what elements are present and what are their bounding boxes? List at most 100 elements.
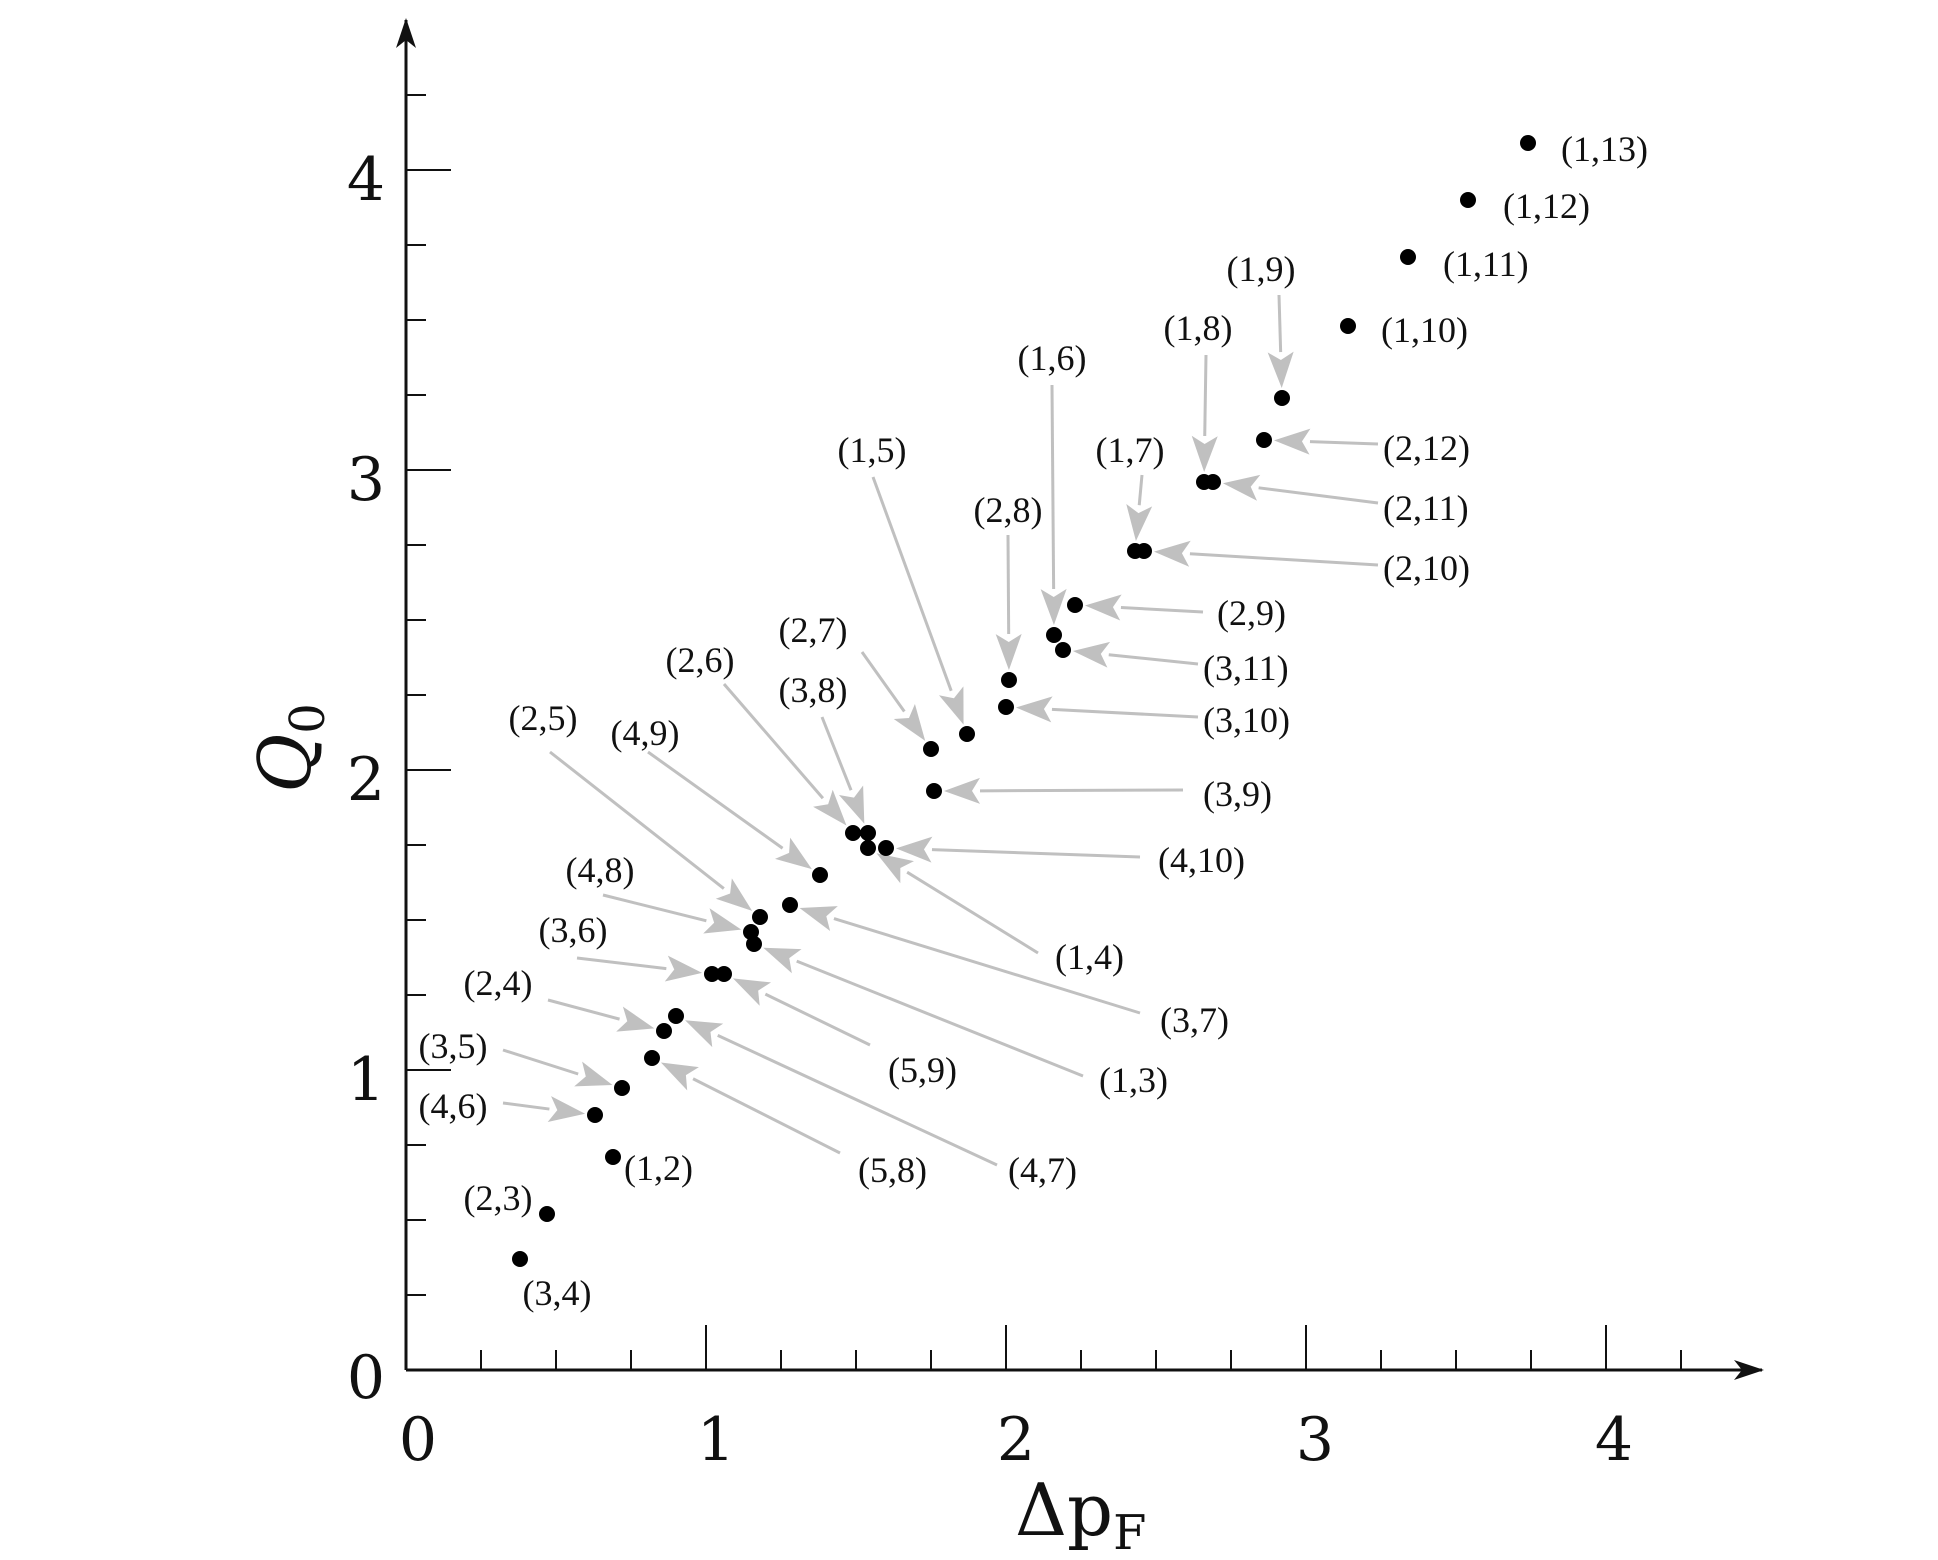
label-arrow-shaft (931, 848, 1141, 859)
point-label: (1,6) (1018, 338, 1087, 378)
point-labels: (1,13) (1,12) (1,11) (1,10) (1,9) (2,12) (1,8)… (419, 129, 1648, 1313)
label-arrow-shaft (979, 788, 1184, 793)
data-point (743, 924, 759, 940)
data-point (959, 726, 975, 742)
x-axis-title-main: Δp (1015, 1468, 1113, 1552)
label-arrow-head (547, 1096, 586, 1122)
data-point (812, 867, 828, 883)
point-label: (5,9) (888, 1050, 957, 1090)
point-label: (3,9) (1203, 774, 1272, 814)
point-label: (2,8) (974, 490, 1043, 530)
label-arrow-shaft (549, 750, 725, 890)
data-point (1460, 192, 1476, 208)
label-arrow-head (1273, 428, 1311, 455)
y-tick-label: 1 (347, 1045, 385, 1115)
point-label: (1,4) (1055, 937, 1124, 977)
label-arrow-shaft (1006, 534, 1011, 635)
label-arrow-head (813, 789, 847, 826)
label-arrow-shaft (722, 683, 825, 800)
label-arrow-head (685, 1020, 724, 1048)
x-tick-label: 0 (399, 1405, 437, 1475)
point-label: (1,12) (1503, 186, 1590, 226)
data-point (860, 825, 876, 841)
label-arrow-head (995, 633, 1022, 671)
x-tick-label: 3 (1296, 1405, 1334, 1475)
data-point (752, 909, 768, 925)
y-tick-label: 0 (347, 1343, 385, 1413)
data-point (1520, 135, 1536, 151)
data-point (668, 1008, 684, 1024)
label-arrow-head (876, 853, 914, 884)
point-label: (2,9) (1217, 593, 1286, 633)
label-arrow-shaft (820, 716, 853, 791)
label-arrow-head (574, 1061, 613, 1087)
data-point (860, 840, 876, 856)
point-label: (1,2) (624, 1148, 693, 1188)
data-point (1256, 432, 1272, 448)
data-point (878, 840, 894, 856)
label-arrow-head (799, 906, 838, 931)
y-axis-title-subscript: 0 (280, 703, 336, 734)
point-label: (2,7) (779, 610, 848, 650)
point-label: (3,4) (523, 1273, 592, 1313)
label-arrow-head (1015, 696, 1053, 723)
data-point (998, 699, 1014, 715)
x-axis-title-subscript: F (1113, 1505, 1146, 1560)
data-point (1340, 318, 1356, 334)
point-label: (4,10) (1158, 840, 1245, 880)
label-arrow-shaft (717, 1034, 998, 1167)
label-arrow-head (1072, 641, 1111, 668)
point-label: (3,8) (779, 670, 848, 710)
point-label: (3,5) (419, 1026, 488, 1066)
data-point (1400, 249, 1416, 265)
label-arrow-shaft (1277, 294, 1283, 353)
label-arrow-shaft (502, 1048, 579, 1076)
point-label: (2,6) (666, 640, 735, 680)
data-point (1055, 642, 1071, 658)
label-arrow-shaft (1189, 552, 1379, 567)
point-label: (1,10) (1381, 310, 1468, 350)
point-label: (1,5) (838, 430, 907, 470)
label-arrow-shaft (1051, 707, 1199, 719)
label-arrow-head (1084, 594, 1122, 621)
point-label: (2,3) (464, 1178, 533, 1218)
y-axis-title: Q0 (243, 703, 336, 793)
label-arrow-head (938, 686, 964, 725)
point-label: (1,3) (1099, 1060, 1168, 1100)
data-point (746, 936, 762, 952)
y-axis-title-main: Q (243, 734, 327, 793)
label-arrow-shaft (1108, 653, 1199, 666)
point-label: (4,9) (611, 713, 680, 753)
label-arrow-head (1153, 540, 1191, 567)
label-arrows (502, 294, 1379, 1167)
data-point (587, 1107, 603, 1123)
label-arrow-head (616, 1006, 655, 1032)
point-label: (3,11) (1203, 648, 1289, 688)
data-point (1067, 597, 1083, 613)
ticks (406, 94, 1682, 1370)
label-arrow-head (1267, 351, 1294, 389)
label-arrow-shaft (1137, 474, 1144, 506)
data-point (644, 1050, 660, 1066)
point-label: (2,10) (1383, 548, 1470, 588)
label-arrow-head (664, 955, 703, 982)
label-arrow-shaft (647, 750, 784, 850)
data-point (716, 966, 732, 982)
x-tick-label: 1 (697, 1405, 735, 1475)
label-arrow-head (1222, 474, 1261, 501)
label-arrow-shaft (764, 992, 871, 1047)
label-arrow-shaft (1203, 354, 1208, 437)
label-arrow-head (775, 837, 812, 870)
point-label: (2,5) (509, 698, 578, 738)
point-label: (2,4) (464, 963, 533, 1003)
label-arrow-head (660, 1062, 699, 1091)
point-label: (1,13) (1561, 129, 1648, 169)
data-point (845, 825, 861, 841)
x-tick-label: 4 (1595, 1405, 1633, 1475)
label-arrow-head (943, 777, 981, 804)
label-arrow-head (893, 703, 926, 741)
point-label: (4,7) (1008, 1150, 1077, 1190)
data-point (1136, 543, 1152, 559)
data-point (923, 741, 939, 757)
